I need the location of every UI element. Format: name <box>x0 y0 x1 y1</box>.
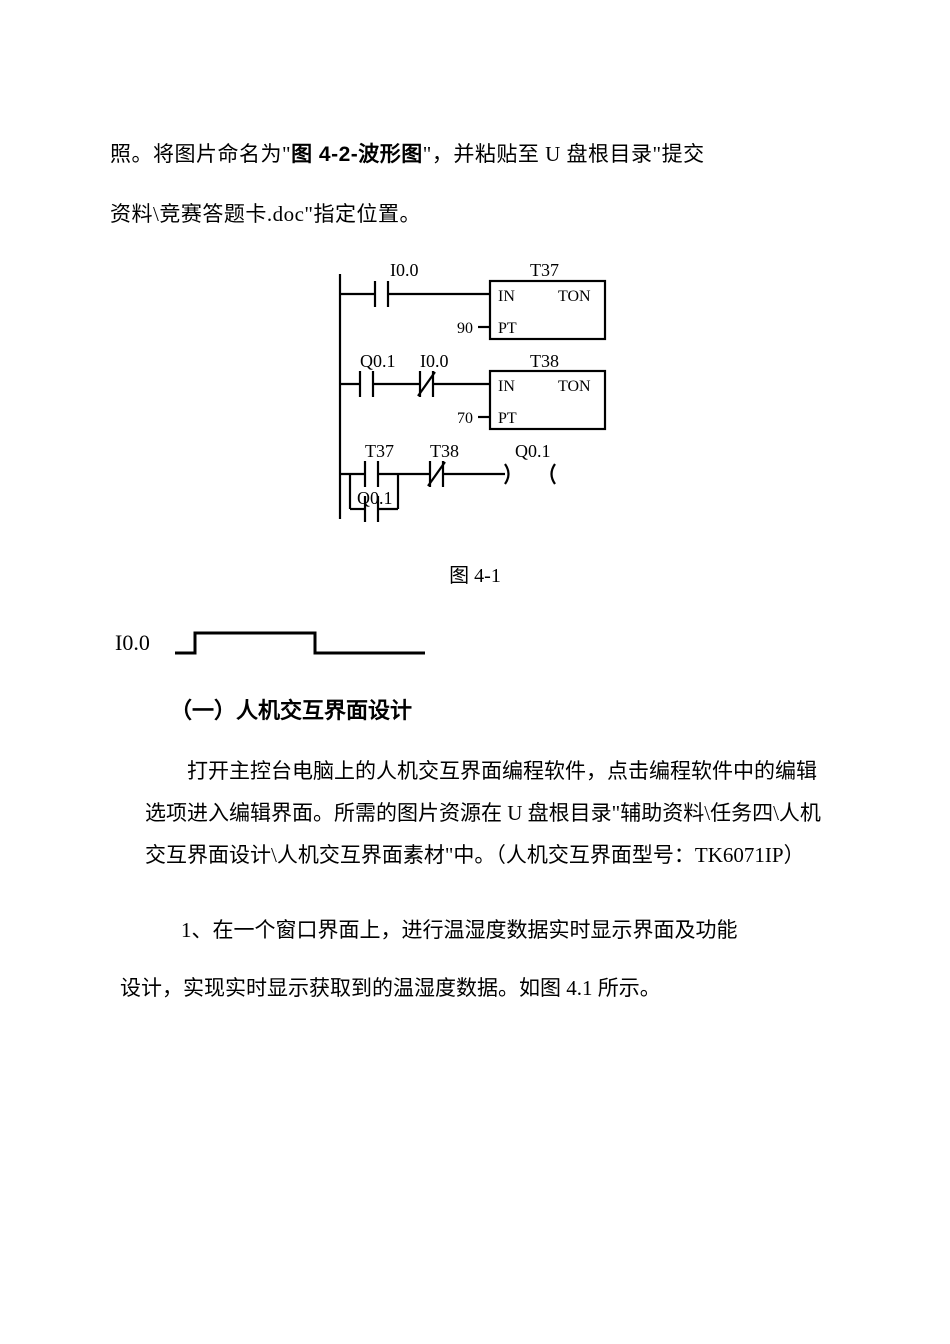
para-intro-line1: 照。将图片命名为"图 4-2-波形图"，并粘贴至 U 盘根目录"提交 <box>110 125 840 185</box>
section-body: 打开主控台电脑上的人机交互界面编程软件，点击编程软件中的编辑选项进入编辑界面。所… <box>110 750 840 876</box>
label-t38-r3: T38 <box>430 441 459 461</box>
ladder-caption: 图 4-1 <box>110 559 840 588</box>
label-ton-1: TON <box>558 288 591 305</box>
para-intro-line2: 资料\竞赛答题卡.doc"指定位置。 <box>110 185 840 244</box>
intro-line1-post: "，并粘贴至 U 盘根目录"提交 <box>423 142 705 166</box>
label-q01-r2: Q0.1 <box>360 351 396 371</box>
label-90: 90 <box>457 320 473 337</box>
label-q01-coil: Q0.1 <box>515 441 551 461</box>
waveform-label: I0.0 <box>115 630 150 656</box>
intro-line1-pre: 照。将图片命名为" <box>110 142 291 166</box>
section-heading: （一）人机交互界面设计 <box>110 693 840 725</box>
label-in-2: IN <box>498 378 515 395</box>
list-item-1b: 设计，实现实时显示获取到的温湿度数据。如图 4.1 所示。 <box>110 959 840 1018</box>
label-t38: T38 <box>530 351 559 371</box>
label-i00-r1: I0.0 <box>390 260 419 280</box>
label-i00-r2: I0.0 <box>420 351 449 371</box>
ladder-diagram-container: I0.0 T37 IN TON PT 90 Q0.1 I0.0 <box>110 259 840 529</box>
ladder-diagram: I0.0 T37 IN TON PT 90 Q0.1 I0.0 <box>330 259 620 529</box>
intro-line1-bold: 图 4-2-波形图 <box>291 143 423 166</box>
label-t37-r3: T37 <box>365 441 394 461</box>
label-t37: T37 <box>530 260 559 280</box>
label-70: 70 <box>457 410 473 427</box>
list-item-1a: 1、在一个窗口界面上，进行温湿度数据实时显示界面及功能 <box>110 901 840 960</box>
label-in-1: IN <box>498 288 515 305</box>
label-q01-branch: Q0.1 <box>357 488 393 508</box>
label-pt-2: PT <box>498 410 517 427</box>
waveform-row: I0.0 <box>110 628 840 658</box>
waveform-pulse <box>175 628 425 658</box>
label-ton-2: TON <box>558 378 591 395</box>
label-pt-1: PT <box>498 320 517 337</box>
